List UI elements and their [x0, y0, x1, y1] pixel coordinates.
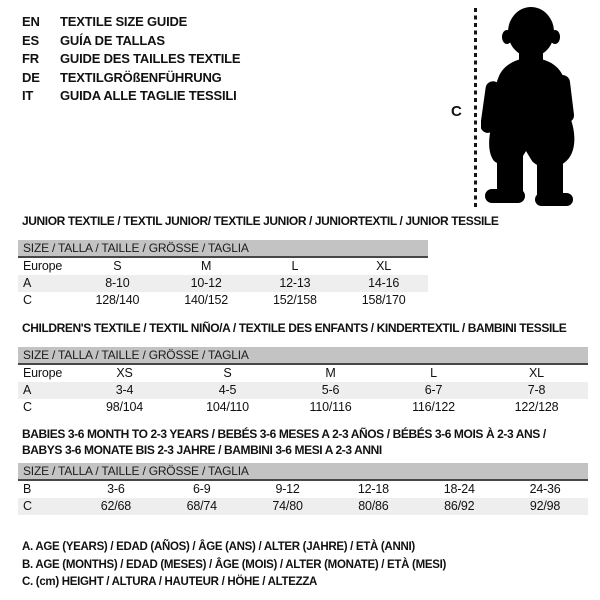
language-row-de: DE TEXTILGRÖßENFÜHRUNG — [22, 69, 240, 88]
table-row: Europe S M L XL — [18, 258, 428, 275]
table-cell: 116/122 — [412, 400, 455, 414]
table-cell: M — [201, 259, 212, 273]
table-cell: 24-36 — [529, 482, 561, 496]
table-cell: 104/110 — [206, 400, 249, 414]
language-code: FR — [22, 51, 39, 66]
language-label: TEXTILGRÖßENFÜHRUNG — [60, 69, 222, 85]
table-row: C 62/68 68/74 74/80 80/86 86/92 92/98 — [18, 498, 588, 515]
row-label: C — [23, 499, 32, 513]
table-cell: 128/140 — [95, 293, 140, 307]
junior-size-table: SIZE / TALLA / TAILLE / GRÖSSE / TAGLIA … — [18, 240, 428, 309]
table-cell: L — [430, 366, 437, 380]
table-cell: 3-4 — [115, 383, 134, 397]
legend-line-c: C. (cm) HEIGHT / ALTURA / HAUTEUR / HÖHE… — [22, 576, 318, 588]
section-heading-babies: BABIES 3-6 MONTH TO 2-3 YEARS / BEBÉS 3-… — [22, 426, 546, 458]
language-row-es: ES GUÍA DE TALLAS — [22, 32, 240, 51]
table-row: C 128/140 140/152 152/158 158/170 — [18, 292, 428, 309]
row-label: C — [23, 293, 32, 307]
table-cell: S — [113, 259, 122, 273]
table-cell: M — [325, 366, 336, 380]
table-cell: 158/170 — [361, 293, 406, 307]
table-cell: XL — [376, 259, 392, 273]
table-cell: L — [291, 259, 299, 273]
table-cell: 3-6 — [107, 482, 125, 496]
table-cell: 122/128 — [514, 400, 559, 414]
row-label: Europe — [23, 366, 63, 380]
height-marker-label: C — [451, 103, 462, 120]
table-cell: 68/74 — [186, 499, 217, 513]
babies-heading-line1: BABIES 3-6 MONTH TO 2-3 YEARS / BEBÉS 3-… — [22, 427, 546, 441]
table-row: B 3-6 6-9 9-12 12-18 18-24 24-36 — [18, 481, 588, 498]
table-row: A 8-10 10-12 12-13 14-16 — [18, 275, 428, 292]
table-cell: S — [223, 366, 232, 380]
table-cell: 98/104 — [105, 400, 144, 414]
table-cell: 86/92 — [444, 499, 475, 513]
table-cell: 62/68 — [100, 499, 132, 513]
table-header-bar: SIZE / TALLA / TAILLE / GRÖSSE / TAGLIA — [18, 347, 588, 365]
table-cell: 6-9 — [193, 482, 211, 496]
table-cell: 10-12 — [190, 276, 222, 290]
table-cell: 7-8 — [527, 383, 546, 397]
height-measure-dotted-line — [474, 8, 477, 210]
language-code: DE — [22, 69, 40, 85]
row-label: A — [23, 276, 32, 290]
language-row-fr: FR GUIDE DES TAILLES TEXTILE — [22, 50, 241, 69]
table-cell: 8-10 — [105, 276, 130, 290]
table-cell: 4-5 — [218, 383, 237, 397]
language-code: IT — [22, 88, 34, 103]
language-row-en: EN TEXTILE SIZE GUIDE — [22, 13, 240, 32]
toddler-silhouette-image — [481, 7, 575, 206]
children-size-table: SIZE / TALLA / TAILLE / GRÖSSE / TAGLIA … — [18, 347, 588, 416]
table-row: Europe XS S M L XL — [18, 365, 588, 382]
language-row-it: IT GUIDA ALLE TAGLIE TESSILI — [22, 87, 240, 106]
table-header-bar: SIZE / TALLA / TAILLE / GRÖSSE / TAGLIA — [18, 240, 428, 258]
table-cell: 18-24 — [443, 482, 475, 496]
table-cell: XL — [529, 366, 544, 380]
table-cell: 12-13 — [279, 276, 311, 290]
table-cell: 74/80 — [272, 499, 303, 513]
table-cell: 9-12 — [275, 482, 300, 496]
row-label: C — [23, 400, 32, 414]
table-cell: 140/152 — [184, 293, 229, 307]
language-label: GUÍA DE TALLAS — [60, 32, 165, 48]
language-label: GUIDA ALLE TAGLIE TESSILI — [60, 88, 237, 103]
language-code: ES — [22, 32, 39, 48]
language-guide-list: EN TEXTILE SIZE GUIDE ES GUÍA DE TALLAS … — [22, 13, 241, 106]
language-label: TEXTILE SIZE GUIDE — [60, 14, 188, 29]
language-label: GUIDE DES TAILLES TEXTILE — [60, 51, 241, 66]
table-cell: 6-7 — [424, 383, 443, 397]
table-row: C 98/104 104/110 110/116 116/122 122/128 — [18, 399, 588, 416]
table-cell: 80/86 — [358, 499, 389, 513]
measurement-legend: A. AGE (YEARS) / EDAD (AÑOS) / ÂGE (ANS)… — [22, 539, 446, 592]
row-label: Europe — [23, 259, 63, 273]
row-label: A — [23, 383, 32, 397]
table-cell: 152/158 — [272, 293, 317, 307]
babies-size-table: SIZE / TALLA / TAILLE / GRÖSSE / TAGLIA … — [18, 463, 588, 515]
table-cell: XS — [116, 366, 133, 380]
table-cell: 92/98 — [529, 499, 561, 513]
table-cell: 12-18 — [357, 482, 389, 496]
language-code: EN — [22, 14, 40, 29]
babies-heading-line2: BABYS 3-6 MONATE BIS 2-3 JAHRE / BAMBINI… — [22, 443, 382, 457]
legend-line-b: B. AGE (MONTHS) / EDAD (MESES) / ÂGE (MO… — [22, 558, 447, 571]
legend-line-a: A. AGE (YEARS) / EDAD (AÑOS) / ÂGE (ANS)… — [22, 541, 415, 553]
section-heading-children: CHILDREN'S TEXTILE / TEXTIL NIÑO/A / TEX… — [22, 321, 567, 335]
table-header-bar: SIZE / TALLA / TAILLE / GRÖSSE / TAGLIA — [18, 463, 588, 481]
table-cell: 14-16 — [368, 276, 400, 290]
row-label: B — [23, 482, 32, 496]
section-heading-junior: JUNIOR TEXTILE / TEXTIL JUNIOR/ TEXTILE … — [22, 214, 499, 228]
table-cell: 5-6 — [321, 383, 340, 397]
table-cell: 110/116 — [309, 400, 352, 414]
table-row: A 3-4 4-5 5-6 6-7 7-8 — [18, 382, 588, 399]
